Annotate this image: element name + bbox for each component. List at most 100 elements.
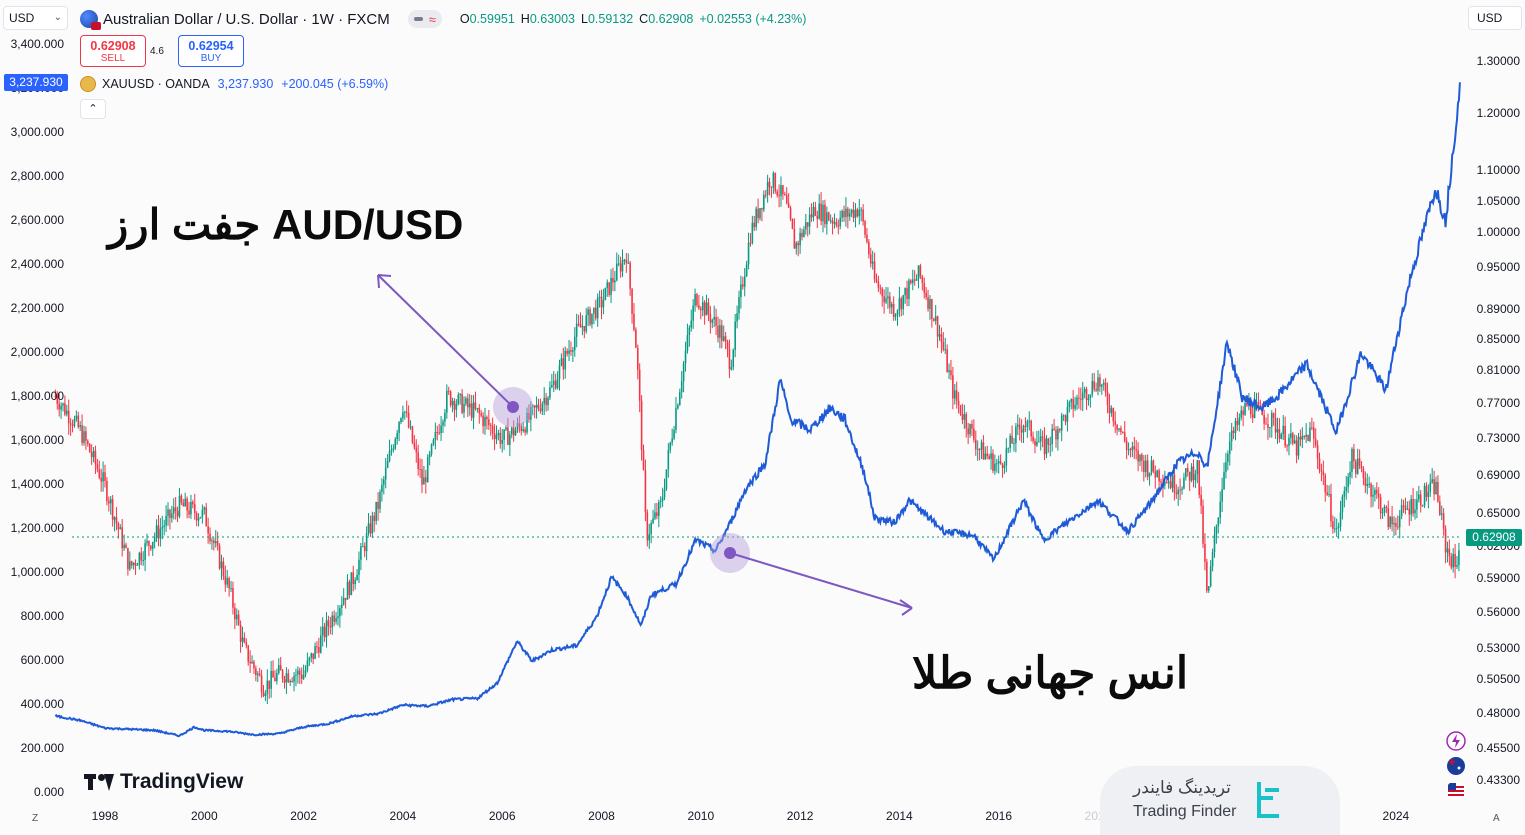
audusd-candle-body <box>163 525 165 528</box>
audusd-candle-body <box>1152 460 1155 472</box>
audusd-candle-body <box>726 341 729 349</box>
audusd-candle-body <box>1169 481 1172 488</box>
audusd-candle-body <box>130 561 133 566</box>
audusd-candle-body <box>1102 382 1105 385</box>
audusd-candle-body <box>900 298 903 310</box>
left-axis-tick: 2,800.000 <box>10 169 64 183</box>
audusd-candle-body <box>1423 485 1426 506</box>
audusd-candle-body <box>407 412 410 427</box>
audusd-candle-body <box>1215 526 1218 535</box>
audusd-candle-body <box>873 261 876 280</box>
audusd-candle-body <box>1057 429 1059 440</box>
compare-legend[interactable]: XAUUSD · OANDA 3,237.930 +200.045 (+6.59… <box>80 76 388 92</box>
audusd-candle-body <box>1053 428 1055 430</box>
audusd-candle-body <box>249 661 251 664</box>
audusd-candle-body <box>776 191 778 196</box>
audusd-candle-body <box>1333 528 1336 530</box>
audusd-candle-body <box>432 439 435 445</box>
audusd-candle-body <box>342 597 345 605</box>
audusd-candle-body <box>667 450 670 470</box>
audusd-candle-body <box>852 209 855 218</box>
audusd-candle-body <box>652 518 654 523</box>
audusd-candle-body <box>505 427 507 430</box>
audusd-candle-body <box>69 423 72 425</box>
audusd-candle-body <box>1133 446 1136 450</box>
audusd-candle-body <box>138 552 141 565</box>
audusd-candle-body <box>350 572 353 596</box>
audusd-candle-body <box>566 350 568 354</box>
usa-flag-icon[interactable] <box>1446 781 1466 801</box>
annotation-audusd: جفت ارز AUD/USD <box>108 201 464 248</box>
audusd-candle-body <box>1015 426 1017 444</box>
audusd-candle-body <box>478 408 481 414</box>
audusd-candle-body <box>264 693 267 696</box>
audusd-candle-body <box>1395 523 1397 527</box>
audusd-candle-body <box>520 426 523 431</box>
audusd-candle-body <box>1188 471 1191 481</box>
audusd-candle-body <box>222 561 225 577</box>
audusd-candle-body <box>932 318 935 321</box>
left-axis-tick: 0.000 <box>33 785 64 799</box>
audusd-candle-body <box>119 527 122 530</box>
australia-flag-icon[interactable] <box>1446 756 1466 776</box>
audusd-candle-body <box>92 450 95 458</box>
audusd-candle-body <box>461 394 463 413</box>
audusd-candle-body <box>1309 427 1311 441</box>
audusd-candle-body <box>1123 432 1126 441</box>
aud-last-price-badge: 0.62908 <box>1466 529 1522 546</box>
symbol-title[interactable]: Australian Dollar / U.S. Dollar · 1W · F… <box>103 10 390 28</box>
audusd-candle-body <box>260 675 263 693</box>
tradingview-logo[interactable]: TradingView <box>84 770 243 794</box>
audusd-candle-body <box>717 325 719 338</box>
audusd-candle-body <box>1349 471 1351 477</box>
audusd-candle-body <box>503 429 505 441</box>
audusd-candle-body <box>1074 404 1076 409</box>
audusd-candle-body <box>1022 425 1025 433</box>
audusd-candle-body <box>533 405 536 408</box>
currency-selector-right[interactable]: USD <box>1468 6 1522 30</box>
audusd-candle-body <box>197 517 200 521</box>
audusd-candle-body <box>356 574 358 581</box>
audusd-candles <box>54 171 1460 705</box>
flash-icon[interactable] <box>1446 731 1466 751</box>
audusd-candle-body <box>715 316 717 326</box>
audusd-candle-body <box>360 546 362 560</box>
audusd-candle-body <box>770 186 773 188</box>
audusd-candle-body <box>1043 437 1046 455</box>
audusd-candle-body <box>1312 427 1315 439</box>
audusd-candle-body <box>732 349 735 368</box>
audusd-candle-body <box>1122 431 1124 433</box>
audusd-candle-body <box>470 403 473 418</box>
collapse-legend-button[interactable]: ⌃ <box>80 99 106 119</box>
audusd-candle-body <box>1146 460 1149 477</box>
audusd-candle-body <box>904 288 906 296</box>
audusd-candle-body <box>1324 475 1327 493</box>
audusd-candle-body <box>1429 482 1432 493</box>
buy-button[interactable]: 0.62954 BUY <box>178 35 244 67</box>
audusd-candle-body <box>371 515 374 534</box>
audusd-candle-body <box>680 381 683 393</box>
audusd-candle-body <box>923 282 926 293</box>
audusd-candle-body <box>1372 494 1374 497</box>
audusd-candle-body <box>619 263 622 272</box>
audusd-candle-body <box>1024 425 1027 427</box>
audusd-candle-body <box>1257 402 1260 406</box>
audusd-candle-body <box>1270 413 1273 428</box>
audusd-candle-body <box>1080 398 1082 400</box>
currency-selector-left[interactable]: USD ⌄ <box>3 6 68 30</box>
sell-button[interactable]: 0.62908 SELL <box>80 35 146 67</box>
audusd-candle-body <box>644 470 647 513</box>
audusd-candle-body <box>1207 586 1210 591</box>
audusd-candle-body <box>797 242 799 246</box>
time-axis-tick: 2024 <box>1382 809 1410 823</box>
audusd-candle-body <box>1240 410 1243 418</box>
audusd-candle-body <box>361 546 364 548</box>
chart-type-toggle[interactable]: ≈ <box>407 10 442 28</box>
audusd-candle-body <box>999 461 1002 464</box>
right-axis-tick: 0.85000 <box>1476 332 1520 346</box>
auto-scale-toggle-right[interactable]: A <box>1493 813 1500 824</box>
log-scale-toggle-left[interactable]: Z <box>32 813 39 824</box>
right-axis-tick: 0.45500 <box>1476 741 1520 755</box>
audusd-candle-body <box>174 507 177 512</box>
